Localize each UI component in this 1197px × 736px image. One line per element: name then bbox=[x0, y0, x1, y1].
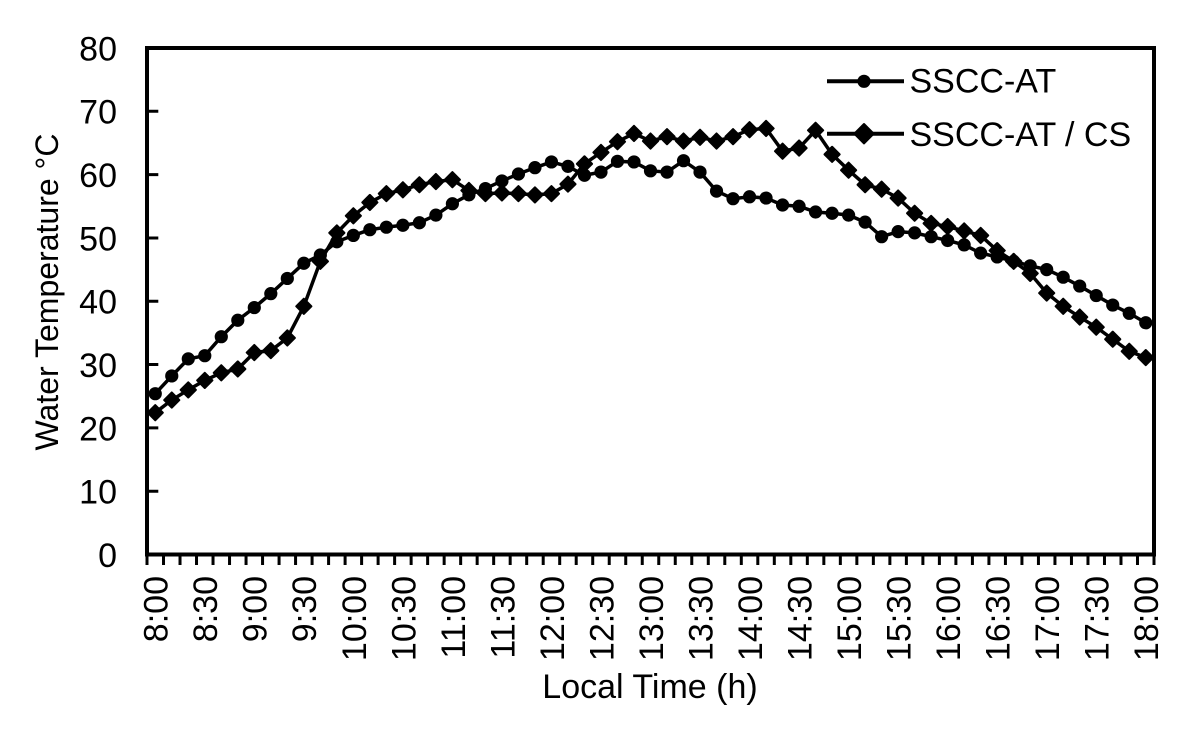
svg-text:18:00: 18:00 bbox=[1128, 576, 1166, 661]
svg-text:SSCC-AT / CS: SSCC-AT / CS bbox=[910, 116, 1132, 154]
svg-text:10:30: 10:30 bbox=[385, 576, 423, 661]
svg-text:60: 60 bbox=[79, 157, 117, 195]
svg-text:40: 40 bbox=[79, 284, 117, 322]
svg-text:16:30: 16:30 bbox=[980, 576, 1018, 661]
svg-text:20: 20 bbox=[79, 410, 117, 448]
svg-text:17:30: 17:30 bbox=[1079, 576, 1117, 661]
svg-text:14:00: 14:00 bbox=[732, 576, 770, 661]
svg-text:9:00: 9:00 bbox=[237, 576, 275, 642]
svg-text:10: 10 bbox=[79, 474, 117, 512]
svg-text:50: 50 bbox=[79, 220, 117, 258]
svg-text:SSCC-AT: SSCC-AT bbox=[910, 63, 1057, 101]
svg-text:Local Time (h): Local Time (h) bbox=[542, 668, 757, 706]
svg-text:8:00: 8:00 bbox=[138, 576, 176, 642]
svg-text:17:00: 17:00 bbox=[1029, 576, 1067, 661]
svg-text:Water Temperature °C: Water Temperature °C bbox=[29, 134, 65, 451]
svg-text:11:00: 11:00 bbox=[435, 576, 473, 659]
svg-text:9:30: 9:30 bbox=[286, 576, 324, 642]
svg-text:13:30: 13:30 bbox=[682, 576, 720, 661]
svg-text:80: 80 bbox=[79, 30, 117, 68]
svg-text:12:00: 12:00 bbox=[534, 576, 572, 661]
svg-text:13:00: 13:00 bbox=[633, 576, 671, 661]
svg-text:10:00: 10:00 bbox=[336, 576, 374, 661]
svg-text:30: 30 bbox=[79, 347, 117, 385]
svg-text:70: 70 bbox=[79, 94, 117, 132]
svg-text:12:30: 12:30 bbox=[583, 576, 621, 661]
svg-text:15:30: 15:30 bbox=[881, 576, 919, 661]
svg-text:16:00: 16:00 bbox=[930, 576, 968, 661]
svg-text:0: 0 bbox=[98, 537, 117, 575]
svg-text:11:30: 11:30 bbox=[484, 576, 522, 659]
svg-text:8:30: 8:30 bbox=[187, 576, 225, 642]
svg-text:15:00: 15:00 bbox=[831, 576, 869, 661]
svg-text:14:30: 14:30 bbox=[781, 576, 819, 661]
